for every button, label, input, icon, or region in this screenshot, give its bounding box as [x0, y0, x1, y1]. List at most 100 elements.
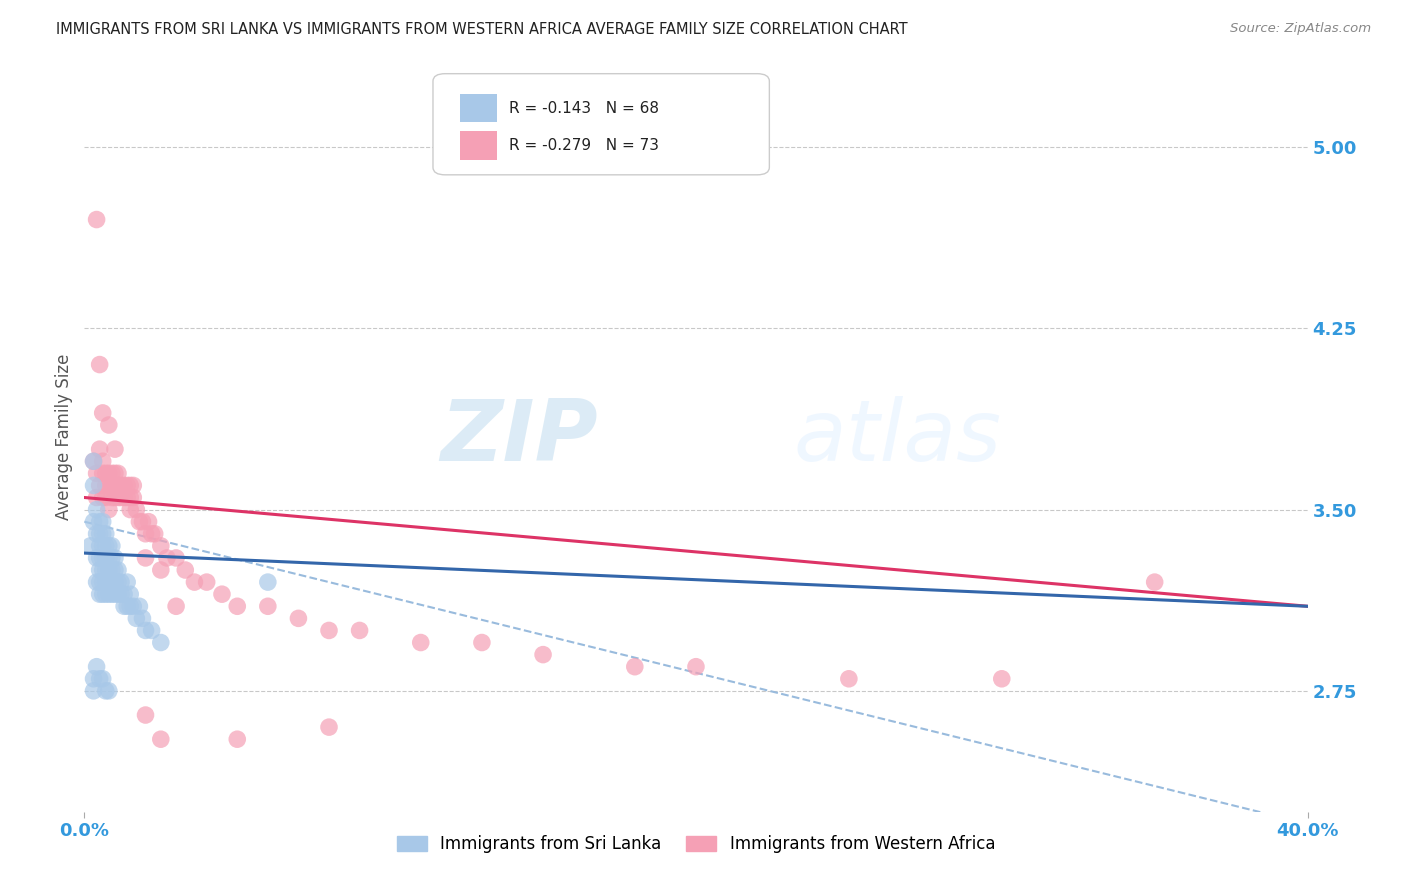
Point	[110, 478, 132, 492]
Point	[91, 672, 114, 686]
Point	[79, 539, 101, 553]
Point	[86, 550, 108, 565]
Point	[101, 550, 124, 565]
Point	[91, 563, 114, 577]
Point	[89, 515, 111, 529]
Point	[89, 587, 111, 601]
Legend: Immigrants from Sri Lanka, Immigrants from Western Africa: Immigrants from Sri Lanka, Immigrants fr…	[389, 829, 1002, 860]
FancyBboxPatch shape	[433, 74, 769, 175]
Point	[91, 575, 114, 590]
Point	[128, 599, 150, 614]
Y-axis label: Average Family Size: Average Family Size	[55, 354, 73, 520]
Point	[211, 587, 233, 601]
Point	[91, 550, 114, 565]
Point	[138, 515, 160, 529]
Point	[94, 575, 117, 590]
Point	[94, 491, 117, 505]
Point	[101, 467, 124, 481]
Point	[149, 539, 172, 553]
Point	[89, 575, 111, 590]
Point	[135, 624, 157, 638]
Point	[110, 587, 132, 601]
Point	[86, 502, 108, 516]
Point	[91, 515, 114, 529]
Point	[89, 478, 111, 492]
Point	[107, 467, 129, 481]
Point	[91, 526, 114, 541]
Point	[115, 575, 138, 590]
Point	[120, 491, 142, 505]
Text: IMMIGRANTS FROM SRI LANKA VS IMMIGRANTS FROM WESTERN AFRICA AVERAGE FAMILY SIZE : IMMIGRANTS FROM SRI LANKA VS IMMIGRANTS …	[56, 22, 908, 37]
Point	[257, 599, 280, 614]
Point	[135, 526, 157, 541]
Point	[409, 635, 432, 649]
Point	[94, 467, 117, 481]
Point	[104, 442, 127, 457]
Point	[89, 539, 111, 553]
Point	[83, 454, 105, 468]
Point	[101, 563, 124, 577]
Point	[97, 478, 120, 492]
Point	[104, 467, 127, 481]
Point	[97, 502, 120, 516]
Point	[531, 648, 554, 662]
Point	[143, 526, 166, 541]
Point	[122, 599, 145, 614]
Point	[104, 587, 127, 601]
Point	[471, 635, 494, 649]
Point	[104, 478, 127, 492]
Point	[226, 732, 249, 747]
Point	[135, 708, 157, 723]
Point	[83, 478, 105, 492]
Point	[97, 467, 120, 481]
Text: Source: ZipAtlas.com: Source: ZipAtlas.com	[1230, 22, 1371, 36]
Point	[89, 550, 111, 565]
Point	[112, 599, 135, 614]
Point	[104, 563, 127, 577]
Point	[94, 478, 117, 492]
Point	[120, 478, 142, 492]
Point	[94, 587, 117, 601]
Point	[257, 575, 280, 590]
Point	[104, 491, 127, 505]
Point	[86, 575, 108, 590]
Point	[83, 672, 105, 686]
Point	[101, 478, 124, 492]
Point	[685, 659, 707, 673]
Point	[86, 491, 108, 505]
Point	[838, 672, 860, 686]
Point	[89, 563, 111, 577]
Point	[86, 467, 108, 481]
Point	[89, 526, 111, 541]
Point	[115, 478, 138, 492]
Point	[91, 491, 114, 505]
Point	[112, 478, 135, 492]
Point	[91, 467, 114, 481]
Point	[165, 550, 187, 565]
Point	[174, 563, 197, 577]
Point	[107, 563, 129, 577]
Point	[104, 550, 127, 565]
Point	[131, 611, 153, 625]
Point	[94, 684, 117, 698]
Point	[1143, 575, 1166, 590]
Point	[97, 417, 120, 432]
Point	[110, 491, 132, 505]
Point	[122, 491, 145, 505]
Point	[149, 563, 172, 577]
Point	[112, 491, 135, 505]
Point	[135, 550, 157, 565]
Point	[91, 454, 114, 468]
Point	[125, 611, 148, 625]
Point	[318, 624, 340, 638]
Point	[101, 539, 124, 553]
Point	[120, 502, 142, 516]
Point	[94, 550, 117, 565]
Point	[89, 358, 111, 372]
Point	[156, 550, 179, 565]
Point	[107, 587, 129, 601]
Text: R = -0.143   N = 68: R = -0.143 N = 68	[509, 101, 659, 116]
Point	[94, 526, 117, 541]
Point	[149, 635, 172, 649]
Text: atlas: atlas	[794, 395, 1002, 479]
